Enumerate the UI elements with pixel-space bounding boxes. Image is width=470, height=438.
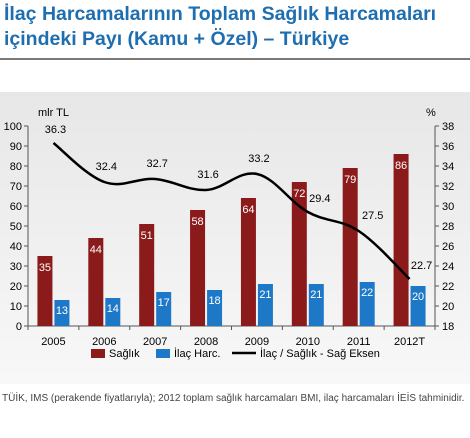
- saglik-bar-label: 58: [191, 216, 203, 228]
- ilac-bar: [308, 284, 324, 326]
- saglik-bar: [190, 210, 206, 326]
- title-divider: [0, 58, 470, 60]
- saglik-bar-label: 51: [141, 230, 153, 242]
- right-tick-label: 32: [442, 181, 454, 193]
- right-tick-label: 34: [442, 161, 454, 173]
- x-tick-label: 2007: [143, 336, 167, 348]
- legend-saglik-swatch: [91, 349, 105, 358]
- legend-ratio-label: İlaç / Sağlık - Sağ Eksen: [260, 347, 380, 360]
- ratio-line-label: 32.7: [146, 158, 167, 170]
- ratio-line-label: 31.6: [197, 169, 218, 181]
- saglik-bar: [240, 198, 256, 326]
- ilac-bar-label: 21: [259, 289, 271, 301]
- ratio-line-label: 29.4: [309, 193, 330, 205]
- ilac-bar: [257, 284, 273, 326]
- ratio-line-label: 22.7: [411, 260, 432, 272]
- right-tick-label: 22: [442, 281, 454, 293]
- left-tick-label: 20: [10, 281, 22, 293]
- ilac-bar: [359, 282, 375, 326]
- saglik-bar: [37, 256, 53, 326]
- right-tick-label: 38: [442, 121, 454, 133]
- right-tick-label: 18: [442, 321, 454, 333]
- saglik-bar: [88, 238, 104, 326]
- saglik-bar-label: 35: [39, 262, 51, 274]
- x-tick-label: 2008: [194, 336, 218, 348]
- saglik-bar: [342, 168, 358, 326]
- left-tick-label: 100: [4, 121, 22, 133]
- right-tick-label: 24: [442, 261, 454, 273]
- ilac-bar-label: 20: [412, 291, 424, 303]
- ratio-line-label: 33.2: [248, 153, 269, 165]
- ilac-bar: [156, 292, 172, 326]
- left-tick-label: 90: [10, 141, 22, 153]
- left-tick-label: 50: [10, 221, 22, 233]
- saglik-bar-label: 79: [344, 174, 356, 186]
- right-axis-label: %: [426, 107, 436, 119]
- saglik-bar: [291, 182, 307, 326]
- x-tick-label: 2011: [347, 336, 371, 348]
- x-tick-label: 2006: [92, 336, 116, 348]
- ilac-bar-label: 17: [158, 297, 170, 309]
- left-axis-label: mlr TL: [38, 107, 69, 119]
- left-tick-label: 60: [10, 201, 22, 213]
- saglik-bar: [393, 154, 409, 326]
- right-tick-label: 36: [442, 141, 454, 153]
- x-tick-label: 2010: [296, 336, 320, 348]
- x-tick-label: 2005: [41, 336, 65, 348]
- ilac-bar: [410, 286, 426, 326]
- chart-background: [0, 92, 470, 384]
- ratio-line-label: 36.3: [45, 124, 66, 136]
- right-tick-label: 30: [442, 201, 454, 213]
- saglik-bar-label: 72: [293, 188, 305, 200]
- ilac-bar-label: 21: [310, 289, 322, 301]
- x-tick-label: 2009: [245, 336, 269, 348]
- ilac-bar-label: 18: [208, 295, 220, 307]
- ilac-bar: [207, 290, 223, 326]
- source-note: TÜİK, IMS (perakende fiyatlarıyla); 2012…: [2, 393, 465, 404]
- x-tick-label: 2012T: [394, 336, 425, 348]
- saglik-bar-label: 86: [395, 160, 407, 172]
- ilac-bar-label: 14: [107, 303, 119, 315]
- left-tick-label: 40: [10, 241, 22, 253]
- ilac-bar-label: 22: [361, 287, 373, 299]
- ilac-bar: [105, 298, 121, 326]
- ratio-line-label: 27.5: [362, 210, 383, 222]
- saglik-bar-label: 64: [242, 204, 254, 216]
- ratio-line: [52, 142, 411, 280]
- legend-ilac-label: İlaç Harc.: [174, 347, 220, 360]
- left-tick-label: 10: [10, 301, 22, 313]
- right-tick-label: 20: [442, 301, 454, 313]
- left-tick-label: 80: [10, 161, 22, 173]
- saglik-bar-label: 44: [90, 244, 102, 256]
- chart-title: İlaç Harcamalarının Toplam Sağlık Harcam…: [4, 2, 466, 52]
- left-tick-label: 30: [10, 261, 22, 273]
- ratio-line-label: 32.4: [96, 161, 117, 173]
- legend-ilac-swatch: [156, 349, 170, 358]
- left-tick-label: 0: [16, 321, 22, 333]
- saglik-bar: [139, 224, 155, 326]
- ilac-bar-label: 13: [56, 305, 68, 317]
- legend-saglik-label: Sağlık: [109, 348, 140, 360]
- left-tick-label: 70: [10, 181, 22, 193]
- ilac-bar: [54, 300, 70, 326]
- right-tick-label: 28: [442, 221, 454, 233]
- chart-title-line-2: içindeki Payı (Kamu + Özel) – Türkiye: [4, 28, 350, 50]
- right-tick-label: 26: [442, 241, 454, 253]
- chart-title-line-1: İlaç Harcamalarının Toplam Sağlık Harcam…: [4, 3, 437, 25]
